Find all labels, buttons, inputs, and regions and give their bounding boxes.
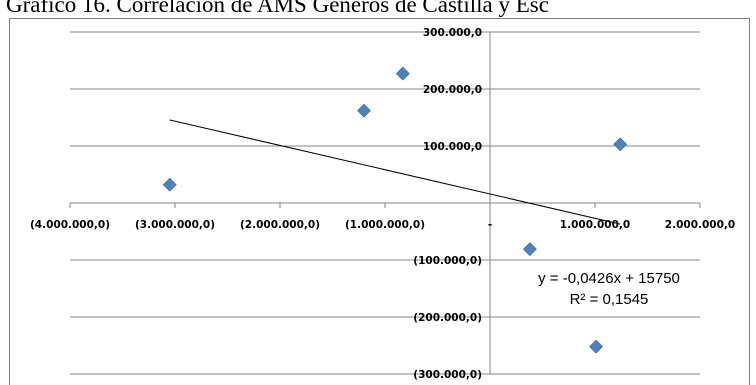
trendline-group bbox=[169, 119, 621, 225]
data-point bbox=[162, 177, 177, 192]
y-tick-label: 100.000,0 bbox=[423, 141, 482, 153]
x-tick-label: (2.000.000,0) bbox=[240, 219, 320, 231]
data-point bbox=[395, 66, 410, 81]
data-point bbox=[522, 242, 537, 257]
trendline-equation: y = -0,0426x + 15750 bbox=[538, 270, 680, 287]
x-tick-label: (1.000.000,0) bbox=[345, 219, 425, 231]
x-tick-label: 1.000.000,0 bbox=[560, 219, 630, 231]
data-point bbox=[589, 339, 603, 354]
page-title: Gráfico 16. Correlación de AMS Géneros d… bbox=[6, 0, 549, 17]
y-tick-label: 300.000,0 bbox=[423, 27, 482, 39]
x-tick-labels: (4.000.000,0) (3.000.000,0) (2.000.000,0) (… bbox=[30, 219, 735, 231]
chart-area-border bbox=[9, 18, 750, 385]
data-points bbox=[162, 66, 628, 354]
data-point bbox=[357, 103, 371, 118]
x-tick-label: (4.000.000,0) bbox=[30, 219, 110, 231]
y-tick-label: (100.000,0) bbox=[413, 255, 482, 267]
y-tick-label: (200.000,0) bbox=[413, 312, 482, 324]
trendline-r2: R² = 0,1545 bbox=[570, 291, 649, 308]
trendline bbox=[169, 119, 621, 225]
x-tick-label: (3.000.000,0) bbox=[135, 219, 215, 231]
x-tick-label: 2.000.000,0 bbox=[665, 219, 735, 231]
y-tick-labels: 300.000,0 200.000,0 100.000,0 (100.000,0) (2… bbox=[413, 27, 482, 381]
gridlines bbox=[70, 31, 700, 375]
axes bbox=[69, 31, 701, 375]
x-tick-label: - bbox=[488, 219, 492, 231]
y-tick-label: 200.000,0 bbox=[423, 84, 482, 96]
y-tick-label: (300.000,0) bbox=[413, 369, 482, 381]
data-point bbox=[613, 137, 628, 152]
